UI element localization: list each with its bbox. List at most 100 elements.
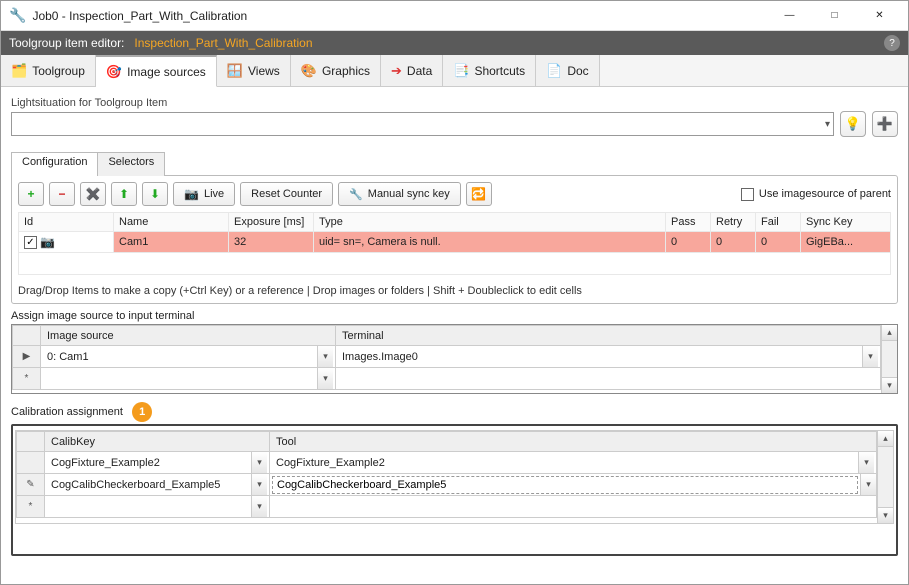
window-title: Job0 - Inspection_Part_With_Calibration xyxy=(32,9,247,23)
col-exposure[interactable]: Exposure [ms] xyxy=(229,213,314,232)
lightsituation-label: Lightsituation for Toolgroup Item xyxy=(11,97,898,109)
checkbox-icon xyxy=(741,188,754,201)
tab-graphics-label: Graphics xyxy=(322,64,370,78)
help-icon[interactable]: ? xyxy=(884,35,900,51)
subheader: Toolgroup item editor: Inspection_Part_W… xyxy=(1,31,908,55)
move-up-button[interactable]: ⬆ xyxy=(111,182,137,206)
chevron-down-icon: ▾ xyxy=(825,119,830,130)
col-retry[interactable]: Retry xyxy=(711,213,756,232)
calib-r2-tool-input[interactable] xyxy=(272,476,858,494)
calib-row-2[interactable]: ✎ CogCalibCheckerboard_Example5▾ ▾ xyxy=(17,474,877,496)
tab-data[interactable]: ➔Data xyxy=(381,55,443,86)
col-pass[interactable]: Pass xyxy=(666,213,711,232)
use-parent-checkbox[interactable]: Use imagesource of parent xyxy=(741,188,891,201)
use-parent-label: Use imagesource of parent xyxy=(759,188,891,200)
image-sources-icon: 🎯 xyxy=(106,64,122,80)
calib-row-new[interactable]: * ▾ xyxy=(17,496,877,518)
live-button[interactable]: 📷Live xyxy=(173,182,235,206)
calib-r1-key-dd[interactable]: ▾ xyxy=(251,452,267,473)
bulb-button[interactable]: 💡 xyxy=(840,111,866,137)
tab-doc-label: Doc xyxy=(567,64,588,78)
cell-retry: 0 xyxy=(711,232,756,253)
calib-col-key[interactable]: CalibKey xyxy=(45,432,270,452)
minimize-button[interactable]: — xyxy=(767,2,812,30)
assign-col-terminal[interactable]: Terminal xyxy=(336,326,881,346)
assign-source-dd-new[interactable]: ▾ xyxy=(317,368,333,389)
grid-hint: Drag/Drop Items to make a copy (+Ctrl Ke… xyxy=(18,285,891,297)
assign-row[interactable]: ▶ 0: Cam1▾ Images.Image0▾ xyxy=(13,346,881,368)
tab-configuration[interactable]: Configuration xyxy=(11,152,98,176)
tab-data-label: Data xyxy=(407,64,432,78)
cell-synckey: GigEBa... xyxy=(801,232,891,253)
key-icon: 🔧 xyxy=(349,188,363,201)
tab-views[interactable]: 🪟Views xyxy=(217,55,291,86)
shortcuts-icon: 📑 xyxy=(453,63,469,79)
tab-shortcuts-label: Shortcuts xyxy=(474,64,525,78)
cell-exposure: 32 xyxy=(229,232,314,253)
tab-selectors[interactable]: Selectors xyxy=(97,152,165,176)
subheader-label: Toolgroup item editor: xyxy=(9,36,124,50)
cell-pass: 0 xyxy=(666,232,711,253)
calib-r2-key-dd[interactable]: ▾ xyxy=(251,474,267,495)
manual-sync-label: Manual sync key xyxy=(368,188,450,200)
assign-rowhdr-blank xyxy=(13,326,41,346)
assign-cell-terminal: Images.Image0 xyxy=(342,351,418,363)
titlebar: 🔧 Job0 - Inspection_Part_With_Calibratio… xyxy=(1,1,908,31)
views-icon: 🪟 xyxy=(227,63,243,79)
calib-label: Calibration assignment xyxy=(11,406,123,418)
move-down-button[interactable]: ⬇ xyxy=(142,182,168,206)
calib-rowhdr-blank xyxy=(17,432,45,452)
tab-toolgroup[interactable]: 🗂️ Toolgroup xyxy=(1,55,96,86)
tab-toolgroup-label: Toolgroup xyxy=(32,64,85,78)
assign-col-source[interactable]: Image source xyxy=(41,326,336,346)
col-id[interactable]: Id xyxy=(19,213,114,232)
assign-source-dd[interactable]: ▾ xyxy=(317,346,333,367)
col-type[interactable]: Type xyxy=(314,213,666,232)
calib-grid: CalibKey Tool CogFixture_Example2▾ CogFi… xyxy=(16,431,877,518)
calib-scrollbar[interactable]: ▴▾ xyxy=(877,431,893,523)
col-fail[interactable]: Fail xyxy=(756,213,801,232)
tab-doc[interactable]: 📄 Doc xyxy=(536,55,600,86)
assign-scrollbar[interactable]: ▴▾ xyxy=(881,325,897,393)
calib-badge: 1 xyxy=(132,402,152,422)
refresh-button[interactable]: 🔁 xyxy=(466,182,492,206)
reset-counter-label: Reset Counter xyxy=(251,188,322,200)
remove-button[interactable]: − xyxy=(49,182,75,206)
calib-r2-tool-dd[interactable]: ▾ xyxy=(860,474,876,495)
reset-counter-button[interactable]: Reset Counter xyxy=(240,182,333,206)
calib-r1-tool-dd[interactable]: ▾ xyxy=(858,452,874,473)
tab-image-sources[interactable]: 🎯Image sources xyxy=(96,55,217,87)
add-light-button[interactable]: ➕ xyxy=(872,111,898,137)
calib-r1-tool: CogFixture_Example2 xyxy=(276,457,385,469)
calib-newkey-dd[interactable]: ▾ xyxy=(251,496,267,517)
assign-rowhdr-current: ▶ xyxy=(13,346,41,368)
toolgroup-icon: 🗂️ xyxy=(11,63,27,79)
row-checkbox[interactable]: ✓ xyxy=(24,236,37,249)
cell-fail: 0 xyxy=(756,232,801,253)
calib-row-1[interactable]: CogFixture_Example2▾ CogFixture_Example2… xyxy=(17,452,877,474)
row-camera-icon: 📷 xyxy=(40,235,55,249)
maximize-button[interactable]: □ xyxy=(812,2,857,30)
calib-rowhdr-new: * xyxy=(17,496,45,518)
assign-label: Assign image source to input terminal xyxy=(11,310,898,322)
tools-button[interactable]: ✖️ xyxy=(80,182,106,206)
manual-sync-button[interactable]: 🔧 Manual sync key xyxy=(338,182,461,206)
doc-icon: 📄 xyxy=(546,63,562,79)
tab-shortcuts[interactable]: 📑 Shortcuts xyxy=(443,55,536,86)
calib-rowhdr-edit: ✎ xyxy=(17,474,45,496)
assign-terminal-dd[interactable]: ▾ xyxy=(862,346,878,367)
wrench-icon: 🔧 xyxy=(9,7,26,24)
lightsituation-dropdown[interactable]: ▾ xyxy=(11,112,834,136)
add-button[interactable]: + xyxy=(18,182,44,206)
col-name[interactable]: Name xyxy=(114,213,229,232)
live-label: Live xyxy=(204,188,224,200)
tab-graphics[interactable]: 🎨Graphics xyxy=(291,55,381,86)
imagesource-grid: Id Name Exposure [ms] Type Pass Retry Fa… xyxy=(18,212,891,275)
grid-row[interactable]: ✓📷 Cam1 32 uid= sn=, Camera is null. 0 0… xyxy=(19,232,891,253)
subheader-name: Inspection_Part_With_Calibration xyxy=(134,36,312,50)
calib-col-tool[interactable]: Tool xyxy=(270,432,877,452)
assign-rowhdr-new: * xyxy=(13,368,41,390)
close-button[interactable]: ✕ xyxy=(857,2,902,30)
col-synckey[interactable]: Sync Key xyxy=(801,213,891,232)
assign-row-new[interactable]: * ▾ xyxy=(13,368,881,390)
